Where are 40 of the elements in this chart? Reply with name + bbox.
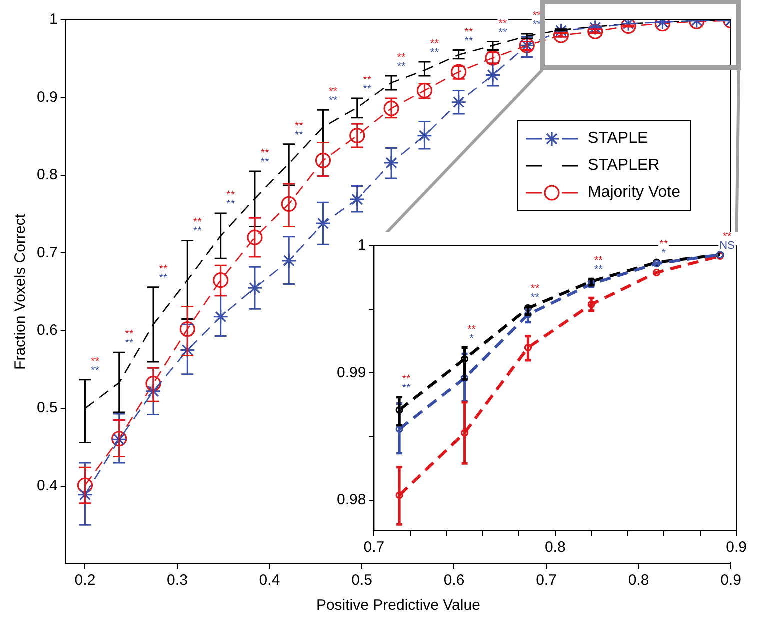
- y-tick-label: 0.5: [36, 400, 58, 417]
- y-axis-title: Fraction Voxels Correct: [12, 213, 30, 370]
- annotation: **: [226, 198, 236, 211]
- annotation: **: [159, 272, 168, 284]
- annotation: **: [90, 364, 100, 377]
- x-tick-label: 0.7: [364, 539, 385, 556]
- x-tick-label: 0.3: [167, 572, 188, 590]
- annotation: **: [193, 226, 203, 238]
- x-tick-label: 0.8: [544, 539, 566, 556]
- annotation: **: [397, 60, 407, 73]
- annotation: **: [530, 292, 540, 304]
- y-tick-label: 0.8: [36, 166, 58, 184]
- annotation: **: [294, 129, 304, 142]
- y-tick-label: 1: [358, 237, 366, 254]
- annotation: **: [402, 382, 412, 394]
- y-tick-label: 0.4: [36, 477, 58, 494]
- y-tick-label: 0.98: [336, 492, 366, 509]
- x-tick-label: 0.6: [444, 572, 465, 590]
- y-tick-label: 0.9: [36, 88, 58, 106]
- y-tick-label: 0.99: [336, 364, 366, 382]
- x-tick-label: 0.8: [628, 572, 650, 590]
- y-tick-label: 0.6: [36, 322, 58, 339]
- x-tick-label: 0.7: [536, 572, 557, 590]
- x-tick-label: 0.4: [259, 572, 280, 590]
- annotation: **: [464, 35, 474, 48]
- annotation: **: [363, 84, 372, 96]
- annotation: **: [328, 95, 338, 108]
- legend-label: Majority Vote: [588, 184, 680, 202]
- legend-label: STAPLER: [588, 156, 660, 174]
- x-tick-label: 0.9: [726, 539, 748, 556]
- y-tick-label: 0.7: [36, 244, 58, 262]
- x-tick-label: 0.2: [74, 572, 96, 590]
- annotation: **: [260, 156, 270, 169]
- legend-label: STAPLE: [588, 130, 648, 148]
- x-tick-label: 0.9: [720, 572, 742, 590]
- annotation: NS: [720, 240, 735, 252]
- annotation: **: [594, 264, 604, 276]
- x-axis-title: Positive Predictive Value: [316, 597, 480, 614]
- y-tick-label: 1: [50, 11, 58, 28]
- annotation: **: [125, 338, 134, 350]
